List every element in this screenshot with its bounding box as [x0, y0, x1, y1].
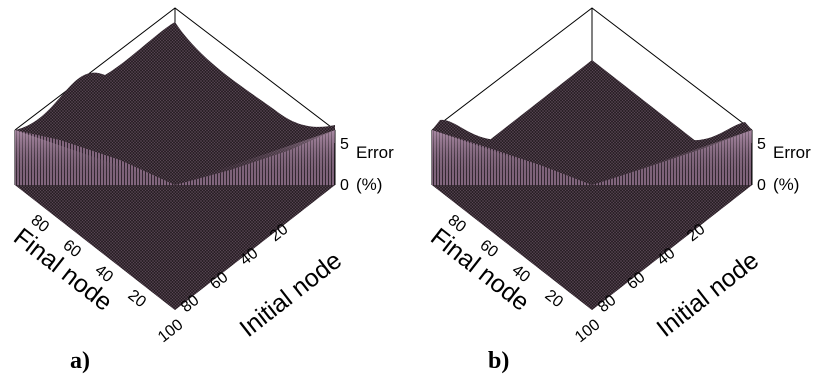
z-axis-title-line2: (%) [356, 175, 382, 194]
wall-highlight [432, 130, 752, 185]
z-tick-5: 5 [757, 136, 766, 153]
final-tick-20: 20 [125, 287, 150, 311]
final-tick-20: 20 [542, 287, 567, 311]
error-surface [15, 22, 335, 310]
z-axis-title-line1: Error [773, 143, 811, 162]
wall-highlight [15, 130, 335, 185]
error-surface [432, 100, 752, 310]
z-tick-0: 0 [757, 177, 766, 194]
initial-tick-100: 100 [155, 316, 187, 346]
z-tick-0: 0 [340, 177, 349, 194]
panel-a: 5 0 Error (%) 80 60 40 20 Final node 20 … [8, 7, 394, 374]
panel-label-a: a) [70, 348, 90, 374]
panel-label-b: b) [488, 348, 509, 374]
z-axis-title-line2: (%) [773, 175, 799, 194]
z-tick-5: 5 [340, 136, 349, 153]
initial-tick-100: 100 [572, 316, 604, 346]
z-axis-title-line1: Error [356, 143, 394, 162]
panel-b: 5 0 Error (%) 80 60 40 20 Final node 20 … [425, 7, 811, 374]
